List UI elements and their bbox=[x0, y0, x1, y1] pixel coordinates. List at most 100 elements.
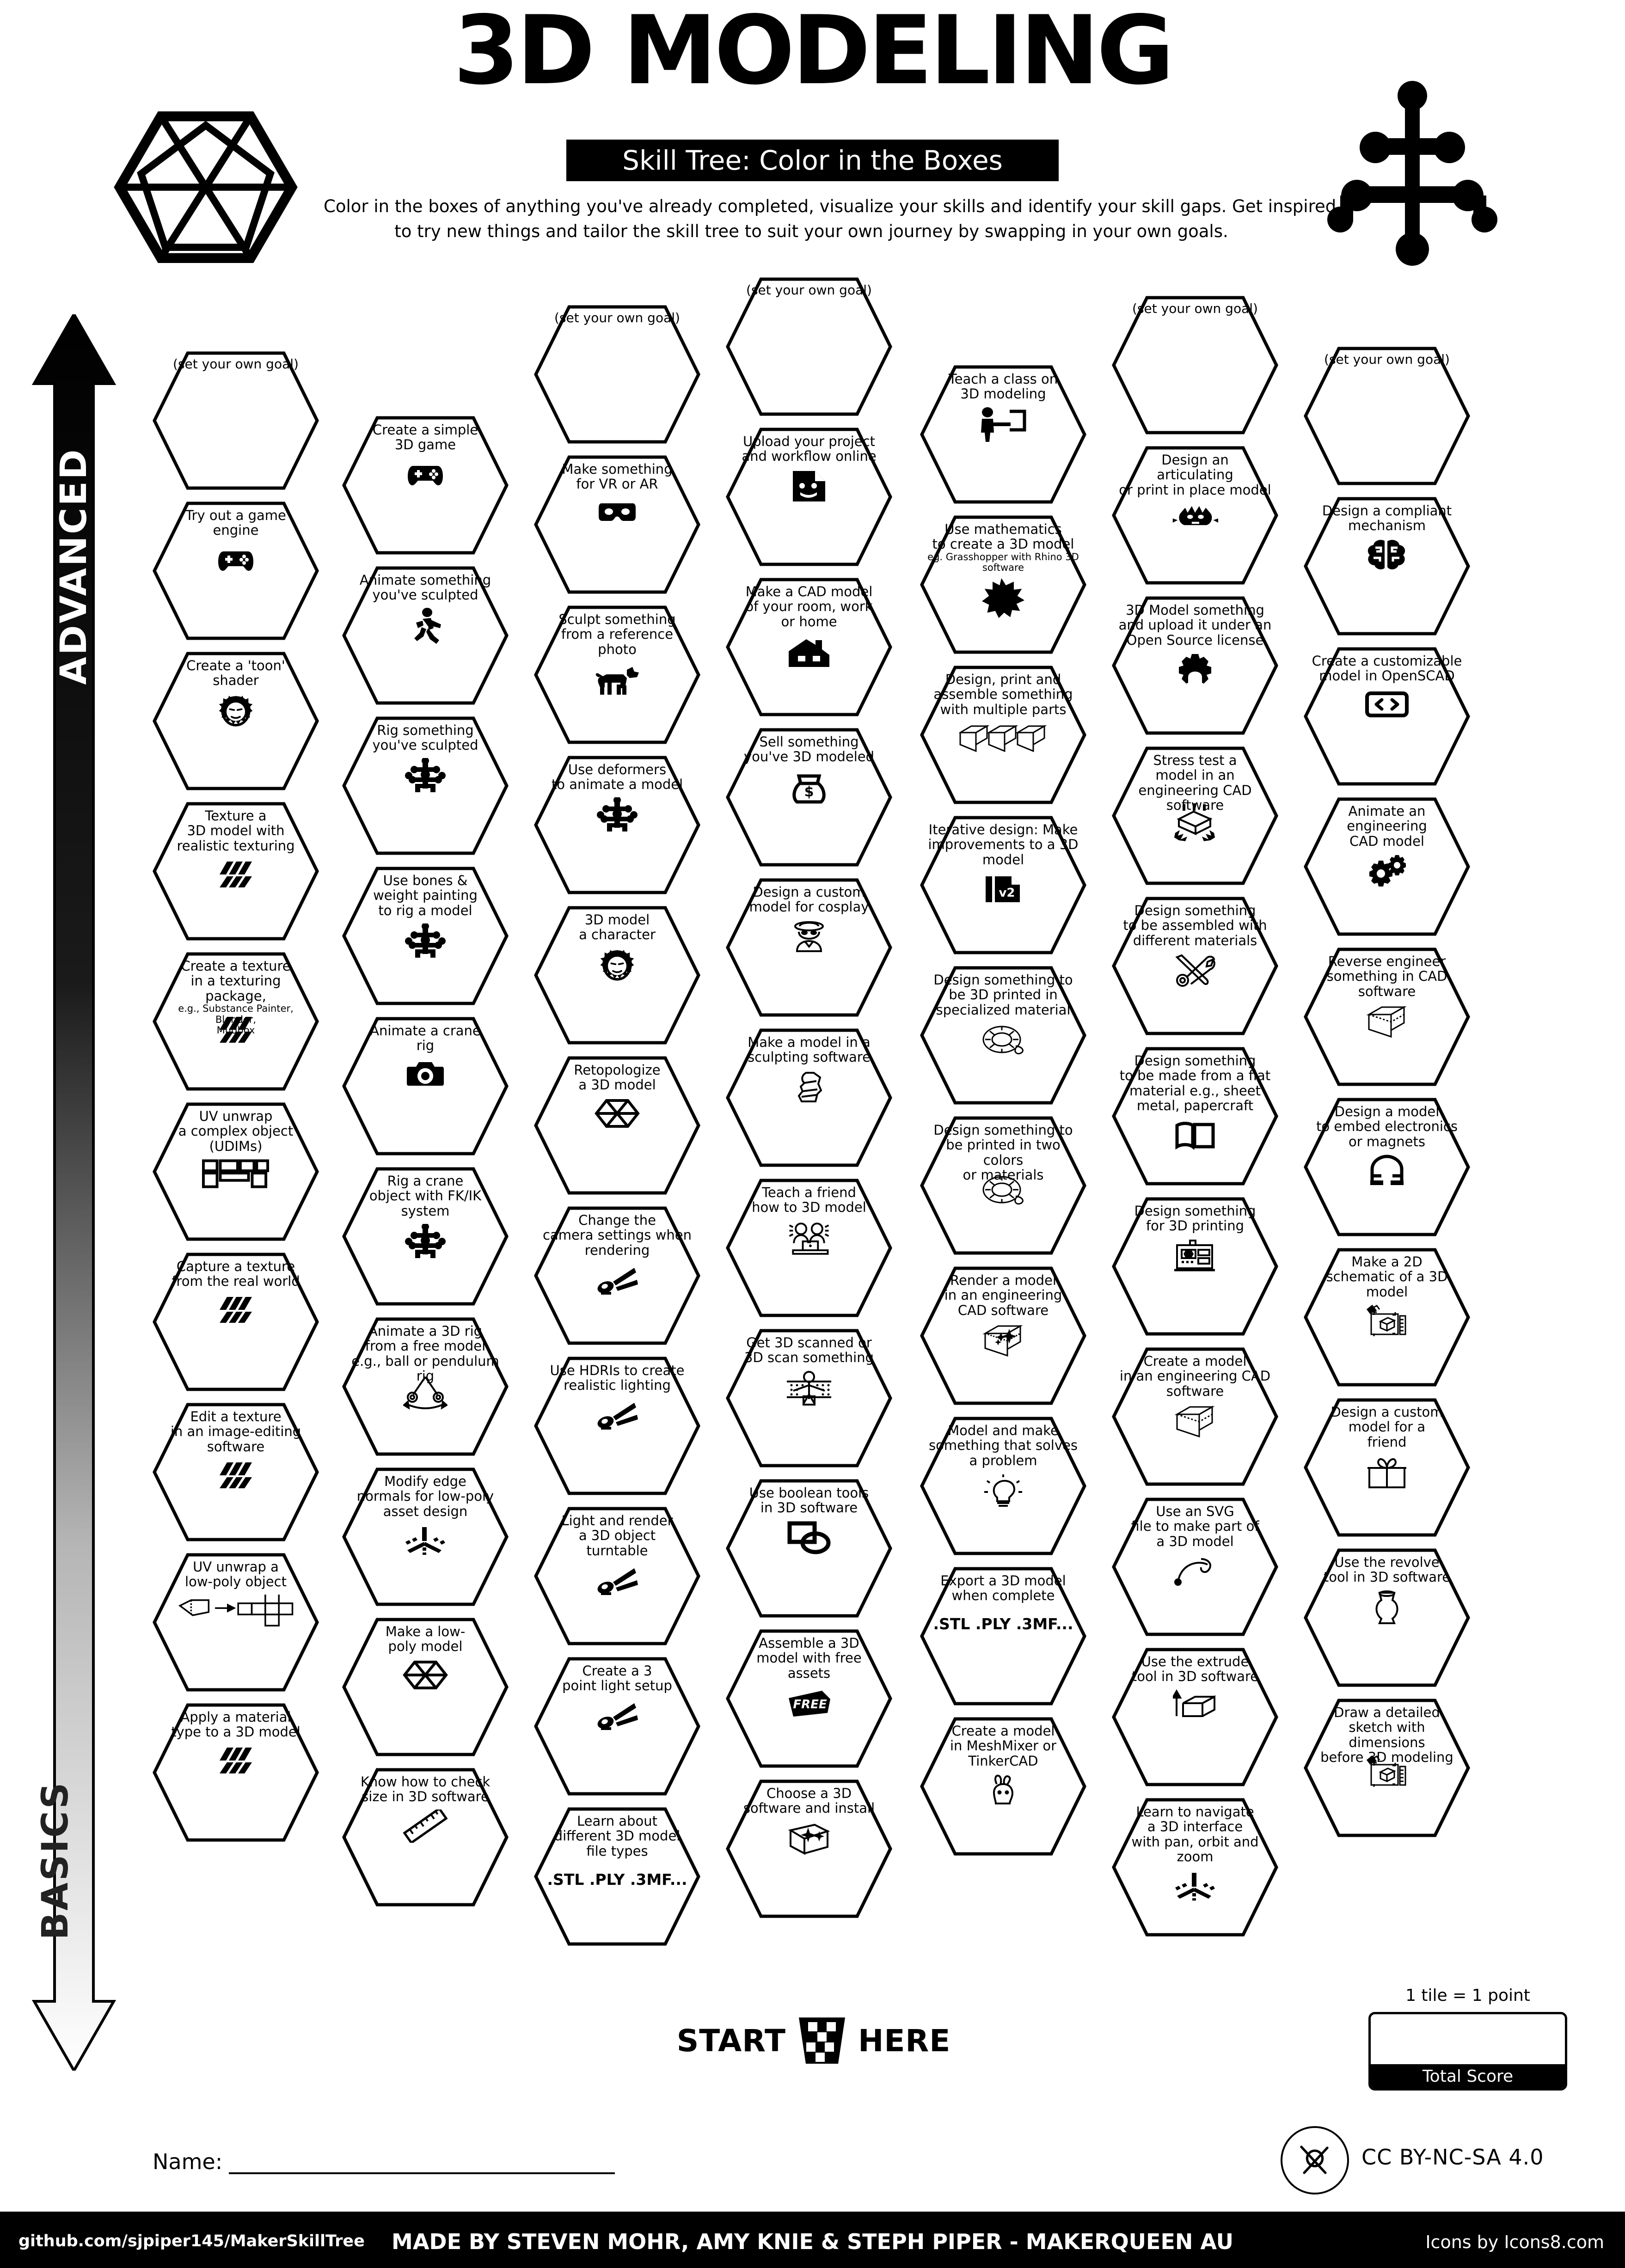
skill-tile[interactable]: Create a model in an engineering CAD softw… bbox=[1112, 1347, 1278, 1486]
skill-tile[interactable]: UV unwrap a low-poly object bbox=[153, 1553, 319, 1692]
skill-tile[interactable]: Create a customizable model in OpenSCAD bbox=[1304, 647, 1470, 786]
skill-tile[interactable]: Apply a material type to a 3D model bbox=[153, 1703, 319, 1842]
skill-tile-label: Use deformers to animate a model bbox=[551, 762, 683, 793]
skill-tile[interactable]: Use the extrude tool in 3D software bbox=[1112, 1648, 1278, 1786]
page-title: 3D MODELING bbox=[453, 0, 1174, 106]
total-score-label: Total Score bbox=[1371, 2064, 1565, 2088]
skill-tile[interactable]: Stress test a model in an engineering CAD … bbox=[1112, 746, 1278, 885]
skill-tile-label: Export a 3D model when complete bbox=[940, 1573, 1066, 1604]
skill-tile[interactable]: Make a CAD model of your room, work or hom… bbox=[726, 578, 892, 716]
skill-tile-label: Capture a texture from the real world bbox=[172, 1259, 300, 1290]
skill-tile[interactable]: Create a 3 point light setup bbox=[534, 1657, 700, 1796]
teacher-icon bbox=[920, 407, 1086, 446]
upload-file-icon bbox=[726, 469, 892, 505]
skill-tile[interactable]: Design a model to embed electronics or mag… bbox=[1304, 1098, 1470, 1236]
skill-tile[interactable]: Rig something you've sculpted bbox=[342, 716, 509, 855]
skill-tile[interactable]: Teach a friend how to 3D model bbox=[726, 1179, 892, 1317]
skill-tile[interactable]: Animate something you've sculpted bbox=[342, 566, 509, 705]
skill-tile[interactable]: Upload your project and workflow online bbox=[726, 428, 892, 566]
skill-tile[interactable]: Draw a detailed sketch with dimensions bef… bbox=[1304, 1699, 1470, 1837]
skill-tile[interactable]: Make a model in a sculpting software bbox=[726, 1028, 892, 1167]
skill-tile[interactable]: Texture a 3D model with realistic texturin… bbox=[153, 802, 319, 941]
skill-tile[interactable]: Choose a 3D software and install bbox=[726, 1779, 892, 1918]
total-score-box[interactable]: Total Score bbox=[1368, 2012, 1567, 2091]
skill-tile[interactable]: Model and make something that solves a pro… bbox=[920, 1417, 1086, 1555]
intro-blurb: Color in the boxes of anything you've al… bbox=[324, 194, 1336, 244]
skill-tile[interactable]: Design something to be printed in two col… bbox=[920, 1116, 1086, 1255]
skill-tile[interactable]: Use an SVG file to make part of a 3D model bbox=[1112, 1498, 1278, 1636]
skill-tile[interactable]: Design a custom model for cosplay bbox=[726, 878, 892, 1017]
skill-tile[interactable]: Design something to be 3D printed in speci… bbox=[920, 966, 1086, 1105]
skill-tile[interactable]: Edit a texture in an image-editing softwar… bbox=[153, 1403, 319, 1541]
skill-tile[interactable]: Use boolean tools in 3D software bbox=[726, 1479, 892, 1618]
skill-tile[interactable]: Make a 2D schematic of a 3D model bbox=[1304, 1248, 1470, 1387]
skill-tile[interactable]: Sell something you've 3D modeled $ bbox=[726, 728, 892, 867]
lowpoly-gem-icon bbox=[342, 1659, 509, 1693]
skill-tile[interactable]: (set your own goal) bbox=[534, 305, 700, 444]
skill-tile[interactable]: Use deformers to animate a model bbox=[534, 756, 700, 894]
skill-tile[interactable]: Export a 3D model when complete .STL .PLY … bbox=[920, 1567, 1086, 1706]
skill-tile[interactable]: 3D model a character bbox=[534, 906, 700, 1045]
footer-credit: MADE BY STEVEN MOHR, AMY KNIE & STEPH PI… bbox=[392, 2229, 1233, 2254]
skill-tile[interactable]: Retopologize a 3D model bbox=[534, 1056, 700, 1195]
skill-tile[interactable]: Design, print and assemble something with … bbox=[920, 666, 1086, 804]
skill-tile[interactable]: Iterative design: Make improvements to a … bbox=[920, 816, 1086, 954]
skill-tile[interactable]: Design a compliant mechanism bbox=[1304, 497, 1470, 636]
skill-tile[interactable]: Use HDRIs to create realistic lighting bbox=[534, 1357, 700, 1495]
skill-tile[interactable]: Design a custom model for a friend bbox=[1304, 1398, 1470, 1537]
skill-tile[interactable]: Create a simple 3D game bbox=[342, 416, 509, 555]
skill-tile[interactable]: Animate an engineering CAD model bbox=[1304, 797, 1470, 936]
skill-tile[interactable]: Use mathematics to create a 3D model eg. G… bbox=[920, 515, 1086, 654]
rig-bones-icon bbox=[342, 923, 509, 961]
folded-sheet-icon bbox=[1112, 1119, 1278, 1153]
skill-tile[interactable]: Get 3D scanned or 3D scan something bbox=[726, 1329, 892, 1467]
skill-tile[interactable]: Use the revolve tool in 3D software bbox=[1304, 1548, 1470, 1687]
skill-tile[interactable]: Sculpt something from a reference photo bbox=[534, 605, 700, 744]
score-area: 1 tile = 1 point Total Score bbox=[1368, 1986, 1567, 2101]
skill-tile[interactable]: Rig a crane object with FK/IK system bbox=[342, 1167, 509, 1306]
brain-icon bbox=[1304, 538, 1470, 574]
skill-tile[interactable]: Create a texture in a texturing package, e… bbox=[153, 952, 319, 1091]
skill-tile[interactable]: Try out a game engine bbox=[153, 501, 319, 640]
skill-tile[interactable]: Teach a class on 3D modeling bbox=[920, 365, 1086, 504]
skill-tile[interactable]: Design something for 3D printing bbox=[1112, 1197, 1278, 1336]
skill-tile[interactable]: Light and render a 3D object turntable bbox=[534, 1507, 700, 1645]
skill-tile[interactable]: Change the camera settings when rendering bbox=[534, 1206, 700, 1345]
skill-tile[interactable]: Render a model in an engineering CAD softw… bbox=[920, 1266, 1086, 1405]
skill-tile[interactable]: (set your own goal) bbox=[1304, 347, 1470, 485]
skill-tile[interactable]: Make something for VR or AR bbox=[534, 455, 700, 594]
skill-tile[interactable]: UV unwrap a complex object (UDIMs) bbox=[153, 1102, 319, 1241]
skill-tile[interactable]: Reverse engineer something in CAD software bbox=[1304, 948, 1470, 1086]
skill-tile[interactable]: Create a 'toon' shader bbox=[153, 652, 319, 790]
file-format-text: .STL .PLY .3MF... bbox=[933, 1615, 1073, 1633]
skill-tile[interactable]: Capture a texture from the real world bbox=[153, 1253, 319, 1391]
skill-tile[interactable]: Animate a crane rig bbox=[342, 1017, 509, 1155]
skill-tile[interactable]: Learn to navigate a 3D interface with pan,… bbox=[1112, 1798, 1278, 1937]
udim-grid-icon bbox=[153, 1159, 319, 1191]
bunny-icon bbox=[920, 1774, 1086, 1810]
skill-tile-label: Try out a game engine bbox=[185, 507, 286, 538]
skill-tile[interactable]: (set your own goal) bbox=[1112, 296, 1278, 434]
skill-tile[interactable]: Design something to be assembled with diff… bbox=[1112, 897, 1278, 1035]
lightbulb-icon bbox=[920, 1473, 1086, 1510]
skill-tile[interactable]: Know how to check size in 3D software bbox=[342, 1768, 509, 1907]
skill-tile-label: Design a compliant mechanism bbox=[1322, 503, 1452, 534]
skill-tile[interactable]: Design something to be made from a flat ma… bbox=[1112, 1047, 1278, 1186]
footer-icons8-credit: Icons by Icons8.com bbox=[1425, 2232, 1604, 2252]
footer-github-link[interactable]: github.com/sjpiper145/MakerSkillTree bbox=[18, 2232, 365, 2250]
skill-tile[interactable]: (set your own goal) bbox=[726, 277, 892, 416]
skill-tile[interactable]: Modify edge normals for low-poly asset des… bbox=[342, 1467, 509, 1606]
skill-tile[interactable]: Make a low-poly model bbox=[342, 1618, 509, 1756]
skill-tile-label: Use an SVG file to make part of a 3D model bbox=[1131, 1504, 1259, 1549]
skill-tile[interactable]: Assemble a 3D model with free assets FREE bbox=[726, 1629, 892, 1768]
skill-tile[interactable]: Animate a 3D rig from a free model e.g., b… bbox=[342, 1317, 509, 1456]
skill-tile[interactable]: (set your own goal) bbox=[153, 351, 319, 490]
skill-tile[interactable]: Learn about different 3D model file types.… bbox=[534, 1807, 700, 1946]
skill-tile-label: Design a model to embed electronics or mag… bbox=[1316, 1104, 1458, 1149]
skill-tile[interactable]: Design an articulating or print in place m… bbox=[1112, 446, 1278, 585]
skill-tile[interactable]: Use bones & weight painting to rig a model bbox=[342, 867, 509, 1005]
skill-tile[interactable]: 3D Model something and upload it under an… bbox=[1112, 596, 1278, 735]
skill-tile-label: UV unwrap a complex object (UDIMs) bbox=[178, 1108, 294, 1154]
skill-tile[interactable]: Create a model in MeshMixer or TinkerCAD bbox=[920, 1717, 1086, 1856]
name-input-line[interactable] bbox=[229, 2152, 615, 2174]
